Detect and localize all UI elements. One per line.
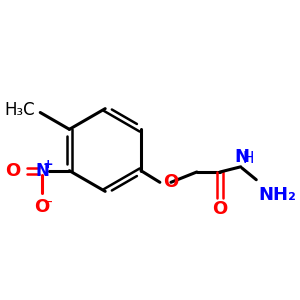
Text: H₃C: H₃C: [4, 101, 35, 119]
Text: N: N: [35, 162, 49, 180]
Text: O: O: [163, 173, 178, 191]
Text: +: +: [43, 158, 53, 172]
Text: O: O: [212, 200, 228, 218]
Text: N: N: [235, 148, 250, 166]
Text: O: O: [5, 162, 21, 180]
Text: NH₂: NH₂: [259, 186, 297, 204]
Text: H: H: [243, 151, 254, 166]
Text: ⁻: ⁻: [45, 198, 53, 213]
Text: O: O: [34, 198, 50, 216]
